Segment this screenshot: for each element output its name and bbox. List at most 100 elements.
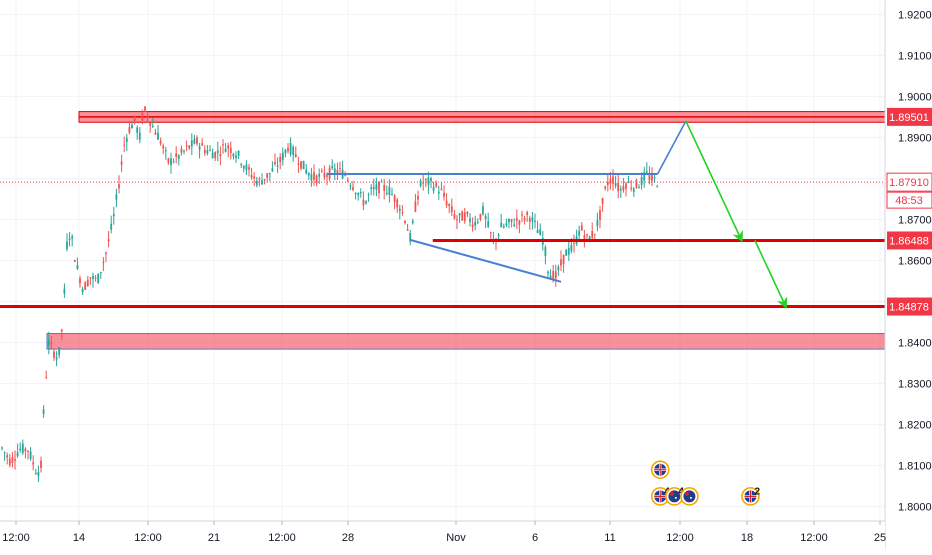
candle-body	[562, 254, 565, 265]
candle-body	[235, 155, 237, 159]
candle-body	[68, 238, 71, 241]
candle-body	[427, 177, 430, 186]
candle-body	[29, 451, 32, 459]
candle-body	[552, 270, 555, 281]
price-labels: 1.89501 1.86488 1.84878 1.87910 48:53	[886, 107, 932, 316]
candle-body	[528, 218, 531, 222]
descending-trendline[interactable]	[410, 239, 562, 283]
candle-body	[643, 172, 646, 181]
candle-body	[391, 193, 393, 195]
candle-body	[648, 175, 651, 181]
candle-body	[123, 144, 126, 146]
candle-body	[469, 218, 471, 222]
event-marker-gb-3[interactable]: 2	[741, 486, 761, 506]
candle-body	[162, 145, 165, 149]
event-marker-gb-1[interactable]	[650, 460, 670, 480]
candle-body	[203, 149, 206, 154]
candle-body	[476, 221, 479, 223]
price-tick-label: 1.84000	[898, 338, 932, 350]
candle-body	[79, 278, 81, 284]
candle-body	[609, 179, 612, 184]
candle-body	[359, 191, 362, 194]
candle-body	[307, 172, 310, 176]
candle-body	[66, 241, 68, 250]
candle-body	[110, 223, 113, 230]
candle-body	[289, 143, 292, 155]
candle-body	[424, 179, 427, 181]
candle-body	[196, 137, 198, 144]
candle-body	[268, 172, 271, 175]
price-tag-0: 1.89501	[887, 107, 932, 126]
price-tick-label: 1.87000	[898, 214, 932, 226]
time-tick-label: 6	[532, 532, 538, 544]
candle-body	[417, 196, 419, 200]
candle-body	[86, 279, 89, 286]
candle-body	[151, 125, 154, 127]
projection-down-1[interactable]	[685, 120, 743, 243]
candle-body	[531, 217, 534, 222]
time-tick-label: 25	[874, 532, 886, 544]
event-markers[interactable]: 442	[650, 460, 761, 506]
candle-body	[281, 152, 284, 161]
projection-up[interactable]	[656, 120, 687, 175]
candle-body	[37, 471, 40, 477]
candle-body	[138, 132, 141, 140]
drawings[interactable]	[0, 120, 885, 309]
time-tick-label: 14	[73, 532, 85, 544]
candle-body	[63, 288, 66, 294]
candle-body	[508, 218, 510, 223]
candle-body	[19, 448, 22, 451]
demand-zone[interactable]	[46, 333, 886, 350]
time-tick-label: 12:00	[134, 532, 162, 544]
candle-body	[105, 252, 107, 254]
candle-body	[310, 174, 313, 181]
candle-body	[471, 224, 474, 228]
candle-body	[367, 194, 370, 196]
candle-body	[302, 160, 305, 169]
price-tick-label: 1.92000	[898, 9, 932, 21]
candle-body	[419, 180, 422, 186]
candle-body	[333, 168, 336, 173]
candle-body	[544, 247, 547, 256]
candle-body	[432, 187, 435, 191]
zones	[0, 111, 886, 350]
candle-body	[539, 229, 542, 235]
candle-body	[172, 161, 175, 163]
candle-body	[619, 188, 622, 191]
candle-body	[375, 184, 378, 190]
event-marker-au-2[interactable]	[680, 487, 699, 506]
candle-body	[89, 277, 92, 279]
candle-body	[651, 173, 653, 181]
candle-body	[627, 181, 630, 183]
candle-body	[440, 188, 443, 190]
candle-body	[344, 174, 347, 176]
candle-body	[388, 186, 391, 196]
candle-body	[276, 165, 279, 167]
candle-body	[146, 115, 149, 119]
candle-body	[645, 171, 648, 173]
price-axis[interactable]	[886, 0, 932, 550]
candle-body	[118, 184, 120, 189]
candle-body	[136, 127, 139, 133]
candle-body	[185, 145, 188, 147]
candle-body	[315, 175, 318, 184]
candle-body	[612, 176, 614, 184]
candle-body	[292, 147, 295, 156]
time-tick-label: 12:00	[800, 532, 828, 544]
candle-countdown: 48:53	[886, 191, 932, 209]
candle-body	[349, 185, 352, 187]
candle-body	[84, 282, 87, 290]
candle-body	[435, 183, 438, 187]
candle-body	[354, 193, 357, 195]
price-tick-label: 1.80000	[898, 502, 932, 514]
candle-body	[73, 260, 76, 262]
candle-body	[128, 127, 131, 133]
candle-body	[81, 288, 84, 293]
candle-body	[560, 259, 562, 266]
candle-body	[248, 167, 250, 170]
time-axis[interactable]	[0, 522, 885, 550]
projection-down-2[interactable]	[754, 240, 788, 309]
